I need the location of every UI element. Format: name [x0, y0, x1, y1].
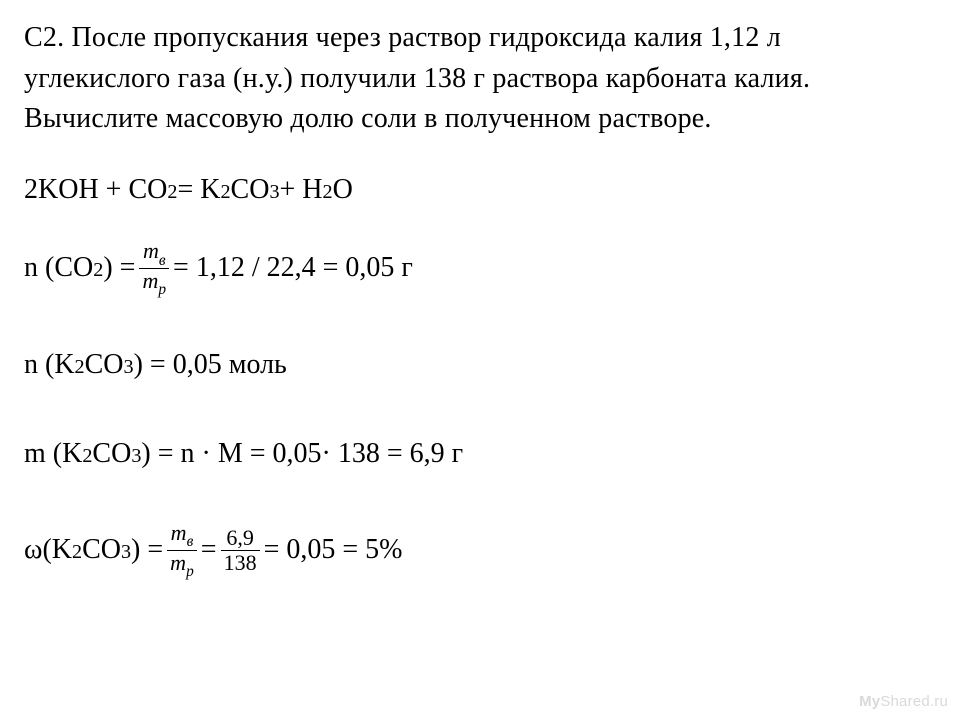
step-sub: 3: [124, 353, 134, 382]
reaction-sub: 3: [269, 178, 279, 207]
frac-num-sub: в: [159, 252, 166, 269]
frac-den-m: m: [170, 550, 186, 575]
step-sub: 2: [75, 353, 85, 382]
problem-line-2: углекислого газа (н.у.) получили 138 г р…: [24, 59, 940, 100]
fraction-mv-mp-2: mв mр: [167, 522, 197, 579]
reaction-sub: 2: [323, 178, 333, 207]
step-text: ) = n · M = 0,05· 138 = 6,9 г: [141, 434, 463, 475]
step-text: = 0,05 = 5%: [264, 530, 403, 571]
frac-num-m: m: [171, 520, 187, 545]
step-text: =: [201, 530, 217, 571]
reaction-text: = K: [177, 170, 220, 211]
watermark-bold-a: My: [859, 693, 880, 710]
frac-den-sub: р: [158, 281, 166, 298]
reaction-equation: 2KOH + CO 2 = K 2 CO 3 + H 2 O: [24, 170, 940, 211]
reaction-text: + H: [280, 170, 323, 211]
step-n-co2: n (CO 2 ) = mв mр = 1,12 / 22,4 = 0,05 г: [24, 240, 940, 297]
problem-line-3: Вычислите массовую долю соли в полученно…: [24, 99, 940, 140]
fraction-mv-mp: mв mр: [139, 240, 169, 297]
problem-line-1: С2. После пропускания через раствор гидр…: [24, 18, 940, 59]
step-text: n (K: [24, 345, 75, 386]
step-text: CO: [85, 345, 124, 386]
reaction-text: 2KOH + CO: [24, 170, 167, 211]
step-text: ) = 0,05 моль: [134, 345, 287, 386]
step-omega: ω (K 2 CO 3 ) = mв mр = 6,9 138 = 0,05 =…: [24, 522, 940, 579]
reaction-text: CO: [231, 170, 270, 211]
frac-den-sub: р: [186, 563, 194, 580]
step-text: n (CO: [24, 248, 93, 289]
step-sub: 2: [82, 442, 92, 471]
step-text: (K: [42, 530, 72, 571]
step-text: ) =: [103, 248, 135, 289]
step-text: = 1,12 / 22,4 = 0,05 г: [173, 248, 413, 289]
frac-num-m: m: [143, 238, 159, 263]
reaction-sub: 2: [220, 178, 230, 207]
frac-den: 138: [221, 552, 260, 574]
step-text: CO: [82, 530, 121, 571]
step-sub: 2: [72, 538, 82, 567]
frac-den-m: m: [142, 268, 158, 293]
reaction-text: O: [333, 170, 353, 211]
fraction-numeric: 6,9 138: [221, 527, 260, 574]
watermark-b: Shared: [880, 693, 930, 710]
step-text: CO: [92, 434, 131, 475]
omega-symbol: ω: [24, 530, 42, 571]
step-text: ) =: [131, 530, 163, 571]
step-text: m (K: [24, 434, 82, 475]
step-sub: 3: [131, 442, 141, 471]
step-sub: 2: [93, 256, 103, 285]
watermark: MyShared.ru: [859, 693, 948, 710]
reaction-sub: 2: [167, 178, 177, 207]
step-sub: 3: [121, 538, 131, 567]
step-m-k2co3: m (K 2 CO 3 ) = n · M = 0,05· 138 = 6,9 …: [24, 434, 940, 475]
frac-num-sub: в: [187, 533, 194, 550]
frac-num: 6,9: [223, 527, 257, 549]
watermark-c: .ru: [930, 693, 948, 710]
step-n-k2co3: n (K 2 CO 3 ) = 0,05 моль: [24, 345, 940, 386]
